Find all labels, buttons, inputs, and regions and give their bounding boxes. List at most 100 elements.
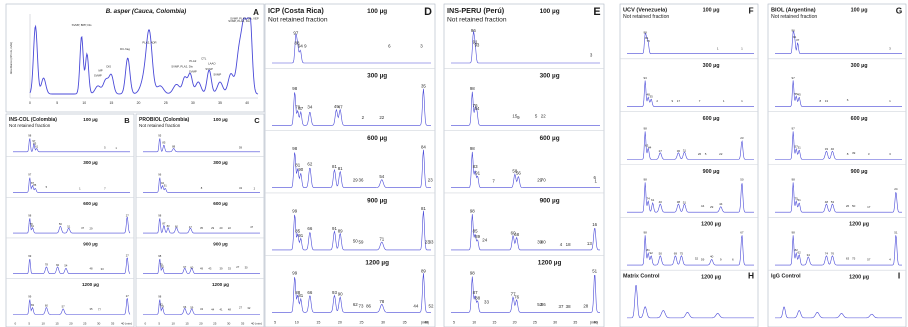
panel-f-peak-label: 29: [710, 205, 714, 209]
panel-e-peak-label: 24: [482, 237, 487, 242]
panel-b-peak-label: 29: [90, 227, 93, 231]
panel-c-peak-label: 60: [175, 224, 178, 228]
panel-g-peak-label: 26: [846, 204, 850, 208]
panel-a-x-tick: 15: [110, 101, 114, 105]
panel-f-peak-label: 98: [643, 30, 647, 34]
panel-d-peak-label: 85: [295, 228, 300, 233]
panel-e-trace: [451, 151, 600, 188]
panel-f-peak-label: 50: [659, 252, 663, 256]
panel-d-peak-label: 89: [421, 268, 426, 273]
panel-f-peak-label: 61: [651, 198, 655, 202]
panel-e-peak-label: 38: [566, 304, 571, 309]
panel-g-peak-label: 53: [831, 200, 835, 204]
panel-b-peak-label: 97: [28, 173, 31, 177]
panel-g-title: BIOL (Argentina): [771, 8, 816, 14]
panel-d-trace: [272, 88, 431, 126]
panel-f-peak-label: 17: [677, 99, 681, 103]
panel-c-x-tick: 20: [199, 321, 203, 325]
panel-e-peak-label: 52: [537, 302, 542, 307]
panel-b-peak-label: 35: [90, 307, 93, 311]
panel-d-x-tick: 5: [274, 321, 276, 325]
panel-f-peak-label: 75: [646, 39, 650, 43]
panel-c-peak-label: 98: [158, 254, 161, 258]
panel-e-peak-label: 89: [475, 234, 480, 239]
panel-f-peak-label: 23: [740, 136, 744, 140]
panel-c-x-tick: 10: [171, 321, 175, 325]
panel-c-peak-label: 33: [228, 267, 231, 271]
panel-d-x-tick: 10: [295, 321, 299, 325]
panel-g-peak-label: 98: [791, 231, 795, 235]
panel-b-x-tick: 35: [111, 321, 115, 325]
panel-b-peak-label: 27: [126, 213, 129, 217]
panel-d-peak-label: 79: [295, 105, 300, 110]
panel-e-peak-label: 76: [514, 294, 519, 299]
panel-d-peak-label: 29: [353, 177, 358, 182]
panel-d-trace: [272, 210, 431, 251]
panel-a-annotation: SVMP, PLA2, Dis, VEP: [230, 17, 259, 21]
panel-c-peak-label: 98: [158, 213, 161, 217]
panel-b-peak-label: 78: [30, 222, 33, 226]
panel-f-peak-label: 27: [659, 149, 663, 153]
panel-a-annotation: SVMP, BPP, Dis: [72, 23, 93, 27]
panel-c-peak-label: 81: [161, 264, 164, 268]
panel-c-peak-label: 83: [160, 302, 163, 306]
panel-d-trace: [272, 149, 431, 188]
panel-g-peak-label: 8: [820, 99, 822, 103]
panel-c-dose-label: 1200 µg: [212, 282, 229, 287]
panel-g-peak-label: 96: [791, 29, 795, 33]
panel-b-x-tick: 10: [41, 321, 45, 325]
panel-d-peak-label: 62: [307, 162, 312, 167]
panel-b-peak-label: 1: [79, 187, 81, 191]
panel-f-trace: [627, 182, 754, 213]
panel-b-peak-label: 98: [28, 133, 31, 137]
panel-f-dose-label: 900 µg: [703, 169, 720, 175]
panel-e-frame: [443, 3, 605, 327]
panel-a-x-tick: 30: [191, 101, 195, 105]
panel-b-peak-label: 5: [46, 185, 48, 189]
panel-g-dose-label: 600 µg: [851, 116, 868, 122]
panel-g-peak-label: 97: [791, 127, 795, 131]
panel-g-peak-label: 50: [852, 204, 856, 208]
panel-e-x-unit: (min): [590, 321, 598, 325]
panel-f-dose-label: 600 µg: [703, 116, 720, 122]
panel-d-peak-label: 81: [295, 163, 300, 168]
panel-g-peak-label: 48: [825, 200, 829, 204]
panel-e-peak-label: 39: [537, 240, 542, 245]
panel-g-peak-label: 63: [846, 257, 850, 261]
panel-e-trace: [451, 31, 600, 64]
panel-d-x-tick: 30: [381, 321, 385, 325]
panel-g-peak-label: 39: [852, 151, 856, 155]
panel-d-peak-label: 66: [307, 226, 312, 231]
panel-a-x-tick: 25: [164, 101, 168, 105]
panel-b-dose-label: 1200 µg: [82, 282, 99, 287]
panel-b-x-tick: 0: [15, 321, 17, 325]
panel-g-dose-label: 100 µg: [851, 8, 868, 14]
panel-d-peak-label: 89: [338, 228, 343, 233]
panel-e-x-tick: 20: [513, 321, 517, 325]
panel-b-peak-label: 98: [28, 213, 31, 217]
panel-d-peak-label: 81: [298, 293, 303, 298]
panel-a-annotation: DIS: [106, 65, 111, 69]
panel-e-peak-label: 93: [474, 42, 479, 47]
panel-e-dose-label: 900 µg: [540, 197, 560, 204]
panel-d-x-tick: 25: [359, 321, 363, 325]
panel-f-dose-label: 1200 µg: [701, 275, 721, 281]
panel-b-dose-label: 600 µg: [83, 201, 98, 206]
panel-d-title: ICP (Costa Rica): [268, 6, 324, 15]
panel-b-peak-label: 84: [56, 263, 59, 267]
panel-e-peak-label: 83: [473, 164, 478, 169]
panel-b-peak-label: 61: [35, 144, 38, 148]
panel-f-peak-label: 1: [741, 99, 743, 103]
panel-a-annotation: SVMP: [213, 73, 221, 77]
panel-e-x-tick: 10: [472, 321, 476, 325]
panel-f-peak-label: 36: [677, 149, 681, 153]
panel-b-dose-label: 100 µg: [83, 117, 98, 122]
panel-e-peak-label: 5: [535, 114, 538, 119]
panel-b-x-tick: 20: [69, 321, 73, 325]
panel-d-peak-label: 81: [332, 164, 337, 169]
panel-c-x-tick: 30: [227, 321, 231, 325]
panel-b-subtitle: Not retained fraction: [9, 123, 51, 128]
panel-a-x-tick: 10: [82, 101, 86, 105]
panel-g-dose-label: 1200 µg: [849, 222, 869, 228]
